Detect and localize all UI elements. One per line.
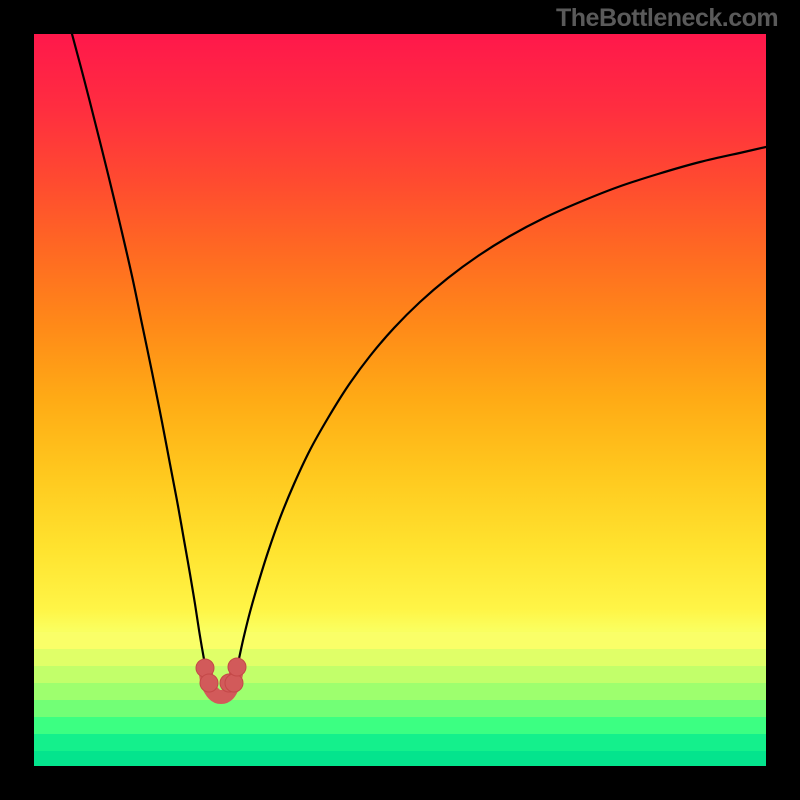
- data-dot: [200, 674, 218, 692]
- color-band: [34, 683, 766, 701]
- color-band: [34, 734, 766, 752]
- color-band: [34, 666, 766, 684]
- color-band: [34, 700, 766, 718]
- plot-area: [34, 34, 766, 766]
- color-band: [34, 751, 766, 766]
- color-band: [34, 632, 766, 650]
- color-band: [34, 649, 766, 667]
- data-dot: [225, 674, 243, 692]
- color-band: [34, 717, 766, 735]
- plot-svg: [34, 34, 766, 766]
- data-dot: [228, 658, 246, 676]
- watermark-text: TheBottleneck.com: [556, 4, 778, 33]
